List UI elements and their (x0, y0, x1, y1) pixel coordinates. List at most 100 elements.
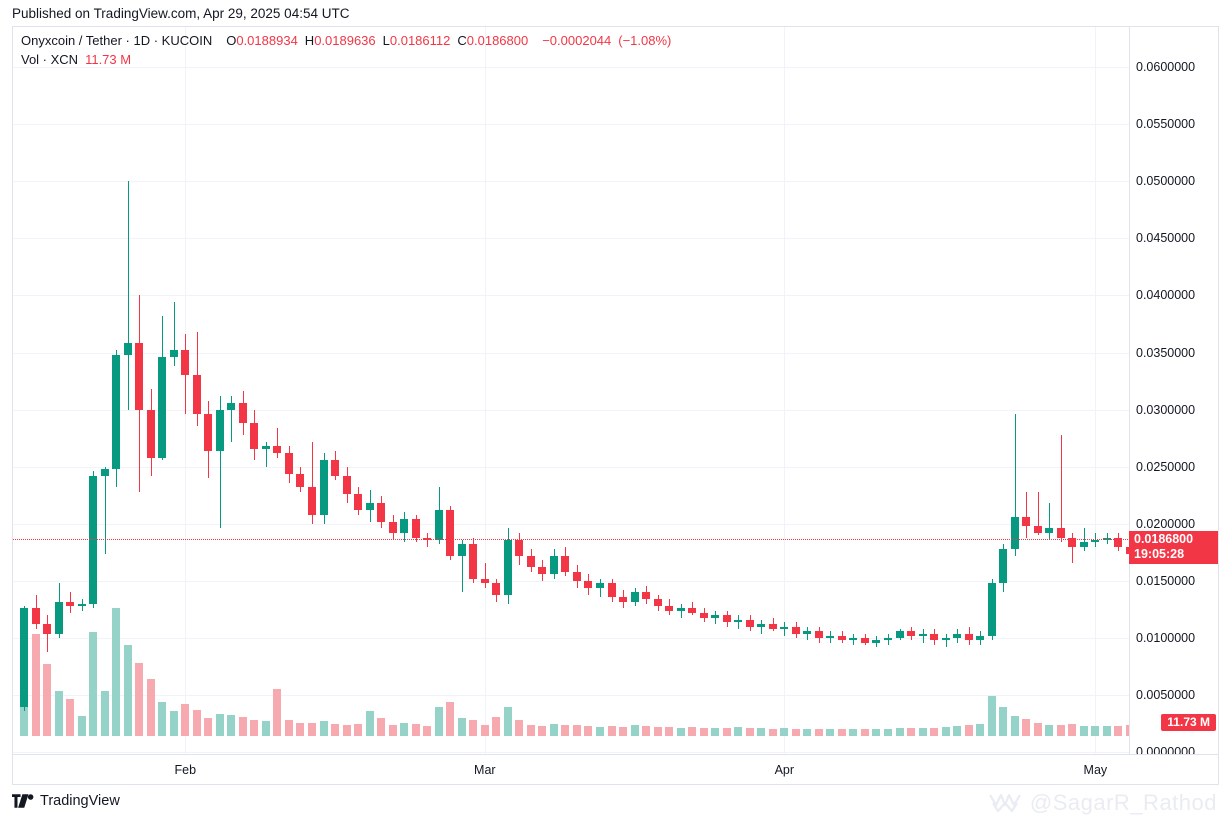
volume-bar (1022, 719, 1031, 736)
candle-body (515, 539, 524, 556)
volume-bar (964, 724, 973, 736)
volume-bar (1056, 724, 1065, 736)
candle-wick (266, 441, 267, 467)
volume-bar (1091, 725, 1100, 736)
author-watermark: @SagarR_Rathod (988, 790, 1217, 816)
candle-body (31, 608, 40, 625)
candle-body (66, 601, 75, 607)
price-axis-tick: 0.0050000 (1136, 688, 1196, 703)
gridline-horizontal (13, 67, 1130, 68)
candle-body (1045, 528, 1054, 534)
price-axis-tick: 0.0400000 (1136, 288, 1196, 303)
candle-body (54, 601, 63, 634)
candle-body (457, 544, 466, 556)
volume-bar (112, 608, 121, 736)
volume-bar (676, 728, 685, 736)
candle-body (227, 402, 236, 410)
volume-bar (388, 724, 397, 736)
candle-wick (485, 562, 486, 588)
candle-wick (47, 615, 48, 652)
volume-bar (630, 724, 639, 736)
candle-wick (761, 619, 762, 634)
gridline-vertical (784, 27, 785, 755)
volume-bar (607, 725, 616, 736)
volume-bar (1033, 722, 1042, 736)
volume-bar (215, 713, 224, 736)
candle-body (400, 519, 409, 534)
candle-body (1022, 517, 1031, 527)
candle-body (630, 592, 639, 602)
volume-bar (1114, 725, 1123, 736)
gridline-vertical (1095, 27, 1096, 755)
volume-bar (515, 720, 524, 736)
volume-bar (561, 724, 570, 736)
candle-body (261, 446, 270, 449)
price-scale[interactable]: 0.0186800 19:05:28 11.73 M 0.0600000 0.05… (1129, 27, 1218, 759)
chart-plot-area[interactable] (13, 27, 1130, 755)
candle-body (768, 624, 777, 629)
volume-bar (1102, 725, 1111, 736)
candle-body (837, 635, 846, 641)
price-axis-tick: 0.0500000 (1136, 174, 1196, 189)
price-axis-tick: 0.0200000 (1136, 516, 1196, 531)
volume-bar (826, 729, 835, 736)
volume-bar (480, 724, 489, 736)
volume-bar (549, 723, 558, 736)
candle-body (43, 624, 52, 634)
candle-wick (462, 539, 463, 593)
candle-body (354, 494, 363, 511)
candle-body (976, 635, 985, 641)
volume-bar (768, 729, 777, 736)
candle-body (561, 555, 570, 572)
gridline-horizontal (13, 581, 1130, 582)
candle-body (411, 519, 420, 538)
candle-body (319, 459, 328, 515)
candle-body (146, 409, 155, 458)
tradingview-wordmark: TradingView (40, 793, 120, 809)
price-axis-tick: 0.0350000 (1136, 345, 1196, 360)
candle-body (77, 603, 86, 607)
candle-body (423, 537, 432, 540)
candle-wick (1038, 491, 1039, 536)
candle-wick (312, 441, 313, 524)
published-bar: Published on TradingView.com, Apr 29, 20… (0, 0, 1231, 26)
candle-body (791, 626, 800, 634)
volume-bar (538, 725, 547, 736)
candle-wick (277, 427, 278, 458)
price-axis-tick: 0.0300000 (1136, 402, 1196, 417)
candle-body (953, 633, 962, 639)
tradingview-logo[interactable]: TradingView (12, 793, 120, 809)
candle-wick (715, 610, 716, 625)
volume-bar (791, 729, 800, 736)
volume-bar (814, 729, 823, 736)
candle-body (930, 633, 939, 641)
volume-bar (711, 728, 720, 736)
candle-body (676, 608, 685, 611)
volume-bar (503, 706, 512, 736)
volume-bar (849, 729, 858, 736)
time-scale[interactable]: Feb Mar Apr May (13, 754, 1218, 784)
volume-bar (296, 722, 305, 736)
gridline-horizontal (13, 524, 1130, 525)
volume-bar (192, 710, 201, 736)
candle-wick (231, 395, 232, 442)
candle-body (480, 578, 489, 584)
volume-bar (342, 724, 351, 736)
candle-body (342, 475, 351, 495)
time-axis-tick: May (1083, 763, 1108, 777)
candle-body (20, 608, 28, 707)
candle-body (388, 521, 397, 534)
volume-bar (169, 711, 178, 736)
volume-bar (907, 728, 916, 736)
volume-bar (146, 678, 155, 736)
chart-container[interactable]: Onyxcoin / Tether · 1D · KUCOIN O0.018893… (12, 26, 1219, 785)
volume-bar (745, 728, 754, 736)
candle-body (987, 583, 996, 636)
crown-icon (988, 793, 1021, 813)
volume-bar (987, 695, 996, 736)
volume-bar (1079, 725, 1088, 736)
candle-body (296, 473, 305, 488)
candle-body (745, 619, 754, 627)
volume-bar (757, 728, 766, 736)
gridline-horizontal (13, 410, 1130, 411)
